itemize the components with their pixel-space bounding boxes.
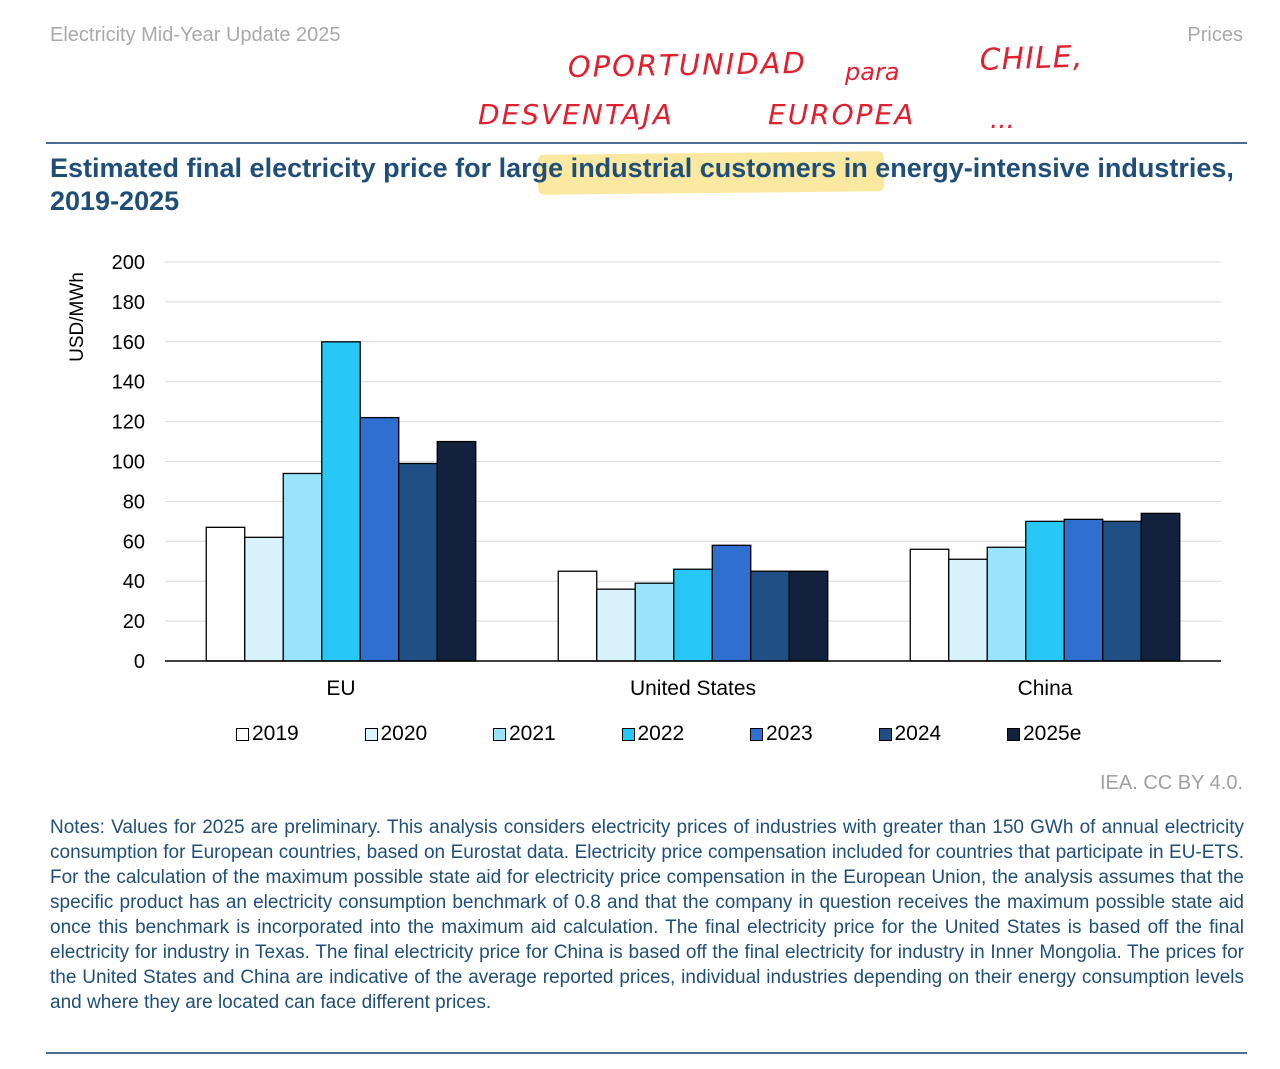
top-divider <box>46 142 1247 144</box>
bar-2024-china <box>1102 520 1142 662</box>
legend-label: 2024 <box>894 722 942 745</box>
legend-swatch <box>1007 727 1020 741</box>
x-tick-label: EU <box>326 677 355 700</box>
y-axis-ticks: 0 20 40 60 80 100 120 140 160 180 200 <box>112 252 145 673</box>
legend-item: 2025e <box>1007 722 1081 746</box>
y-tick-label: 200 <box>112 252 145 274</box>
y-tick-label: 20 <box>123 611 145 633</box>
x-tick-label: United States <box>630 677 756 700</box>
bar-2021-united-states <box>634 582 675 662</box>
legend-label: 2023 <box>766 722 813 745</box>
bar-2024-eu <box>398 462 438 662</box>
bar-2022-eu <box>321 341 361 662</box>
x-tick-label: China <box>1018 677 1073 700</box>
legend-swatch <box>878 727 892 741</box>
section-label: Prices <box>1187 24 1243 46</box>
bar-chart: 0 20 40 60 80 100 120 140 160 180 200 EU United Sta… <box>67 252 1221 700</box>
legend-item: 2019 <box>236 722 299 746</box>
bar-2023-china <box>1063 518 1104 662</box>
source-credit: IEA. CC BY 4.0. <box>1099 772 1243 794</box>
y-tick-label: 100 <box>112 452 145 474</box>
bar-2023-eu <box>359 416 400 662</box>
bar-2022-china <box>1025 520 1065 662</box>
legend-label: 2020 <box>380 722 428 745</box>
y-tick-label: 0 <box>134 651 145 673</box>
y-axis-label: USD/MWh <box>67 272 88 362</box>
annotation-word: ... <box>990 105 1015 135</box>
y-tick-label: 180 <box>112 292 145 314</box>
y-tick-label: 140 <box>112 372 145 394</box>
legend-swatch <box>621 727 635 741</box>
bar-2025e-eu <box>436 440 477 662</box>
bar-2019-eu <box>205 526 246 662</box>
legend-label: 2025e <box>1023 722 1082 745</box>
legend-swatch <box>750 727 763 741</box>
bar-2020-united-states <box>596 588 636 662</box>
handwritten-annotation: OPORTUNIDAD para CHILE, DESVENTAJA EUROP… <box>478 40 1084 135</box>
report-title: Electricity Mid-Year Update 2025 <box>50 24 341 46</box>
legend-label: 2021 <box>509 722 556 745</box>
legend-item: 2022 <box>621 722 685 746</box>
legend-label: 2019 <box>252 722 299 745</box>
annotation-word: CHILE, <box>979 40 1084 78</box>
bar-2022-united-states <box>673 568 713 662</box>
legend-label: 2022 <box>637 722 685 745</box>
y-tick-label: 160 <box>112 332 145 354</box>
bottom-divider <box>46 1052 1247 1054</box>
bar-2021-china <box>986 546 1027 662</box>
x-axis-labels: EU United States China <box>326 677 1072 700</box>
bar-2021-eu <box>282 472 323 662</box>
bar-2019-united-states <box>557 570 598 662</box>
legend-swatch <box>236 727 249 741</box>
annotation-word: para <box>844 58 900 86</box>
notes-text: Notes: Values for 2025 are preliminary. … <box>50 817 1244 1013</box>
bar-2023-united-states <box>711 544 752 662</box>
legend-swatch <box>364 727 378 741</box>
chart-title: Estimated final electricity price for la… <box>50 153 1234 216</box>
legend-item: 2024 <box>878 722 942 746</box>
legend-item: 2021 <box>493 722 556 746</box>
y-tick-label: 60 <box>123 531 145 553</box>
legend-item: 2020 <box>364 722 428 746</box>
legend-item: 2023 <box>750 722 813 746</box>
annotation-word: OPORTUNIDAD <box>568 46 808 84</box>
y-tick-label: 120 <box>112 412 145 434</box>
legend-swatch <box>493 727 506 741</box>
bar-2024-united-states <box>750 570 790 662</box>
y-tick-label: 40 <box>123 571 145 593</box>
bar-2019-china <box>909 548 950 662</box>
bar-2025e-china <box>1140 512 1181 662</box>
bar-2020-china <box>948 558 988 662</box>
bar-2020-eu <box>244 536 284 662</box>
annotation-word: DESVENTAJA <box>478 98 674 131</box>
y-tick-label: 80 <box>123 491 145 513</box>
annotation-word: EUROPEA <box>768 98 915 131</box>
bar-2025e-united-states <box>788 570 829 662</box>
